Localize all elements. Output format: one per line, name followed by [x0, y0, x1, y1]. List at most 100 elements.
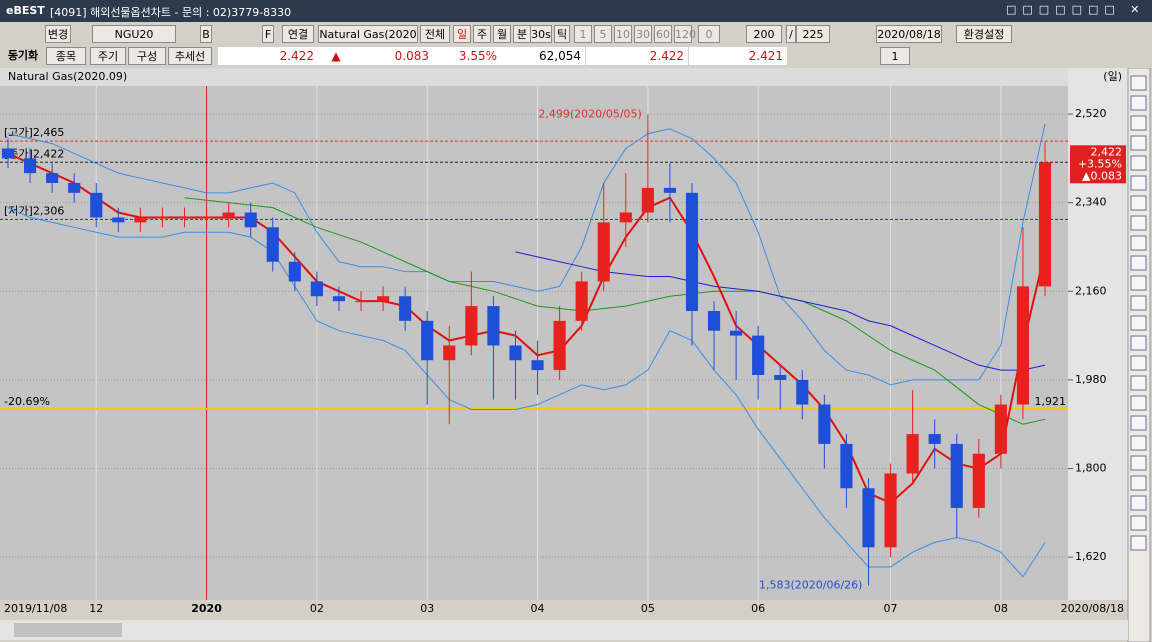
toolbar-button[interactable]: /	[786, 25, 796, 43]
line-series	[184, 197, 1046, 425]
tool-icon[interactable]	[1130, 275, 1147, 291]
toolbar-button[interactable]: 전체	[420, 25, 450, 43]
logo: eBEST	[6, 4, 45, 17]
tool-icon[interactable]	[1130, 355, 1147, 371]
candle-body	[862, 488, 875, 548]
toolbar-button[interactable]: 종목	[46, 47, 86, 65]
candle-body	[421, 320, 434, 361]
candle-body	[884, 473, 897, 548]
quote-price: 2.422	[218, 47, 318, 65]
toolbar-button[interactable]: B	[200, 25, 212, 43]
candle-body	[972, 453, 985, 508]
toolbar-button[interactable]: 1	[574, 25, 592, 43]
window-title: [4091] 해외선물옵션차트 - 문의 : 02)3779-8330	[50, 6, 292, 19]
toolbar-button[interactable]: 2020/08/18	[876, 25, 942, 43]
badge-text: ▲0.083	[1082, 169, 1122, 182]
tool-icon[interactable]	[1130, 335, 1147, 351]
toolbar-button[interactable]: 0	[698, 25, 720, 43]
tool-icon[interactable]	[1130, 415, 1147, 431]
candle-body	[310, 281, 323, 297]
toolbar-button[interactable]: 연결	[282, 25, 314, 43]
candle-body	[399, 296, 412, 321]
toolbar-button[interactable]: Natural Gas(2020	[318, 25, 418, 43]
candle-body	[575, 281, 588, 321]
toolbar-button[interactable]: 동기화	[7, 49, 39, 62]
tool-icon[interactable]	[1130, 235, 1147, 251]
tool-icon[interactable]	[1130, 255, 1147, 271]
level-label: [저가]2,306	[4, 204, 64, 217]
y-tick-label: 2,520	[1075, 107, 1107, 120]
toolbar-button[interactable]: NGU20	[92, 25, 176, 43]
candle-body	[377, 296, 390, 302]
toolbar-button[interactable]: 구성	[128, 47, 166, 65]
toolbar-button[interactable]: 추세선	[168, 47, 212, 65]
candle-body	[597, 222, 610, 282]
candle-body	[663, 187, 676, 193]
toolbar-button[interactable]: 분	[513, 25, 531, 43]
tool-icon[interactable]	[1130, 395, 1147, 411]
candle-body	[288, 261, 301, 282]
title-bar: eBEST [4091] 해외선물옵션차트 - 문의 : 02)3779-833…	[0, 0, 1152, 22]
tool-icon[interactable]	[1130, 315, 1147, 331]
toolbar-button[interactable]: 주	[473, 25, 491, 43]
candle-body	[443, 345, 456, 361]
candle-body	[244, 212, 257, 228]
candle-body	[465, 306, 478, 346]
scroll-thumb[interactable]	[14, 623, 122, 637]
toolbar-button[interactable]: 5	[594, 25, 612, 43]
y-tick-label: 1,980	[1075, 373, 1107, 386]
tool-icon[interactable]	[1130, 375, 1147, 391]
y-tick-label: 1,800	[1075, 462, 1107, 475]
tool-icon[interactable]	[1130, 215, 1147, 231]
toolbar-button[interactable]: 120	[674, 25, 696, 43]
tool-icon[interactable]	[1130, 135, 1147, 151]
x-tick-label: 03	[420, 602, 434, 615]
level-label: [종가]2,422	[4, 147, 64, 160]
toolbar-button[interactable]: 월	[493, 25, 511, 43]
chart-header	[0, 68, 1068, 86]
toolbar-button[interactable]: 10	[614, 25, 632, 43]
tool-icon[interactable]	[1130, 535, 1147, 551]
candle-body	[950, 443, 963, 508]
x-tick-label: 04	[531, 602, 545, 615]
toolbar-button[interactable]: 환경설정	[956, 25, 1012, 43]
tool-icon[interactable]	[1130, 155, 1147, 171]
scrollbar[interactable]	[0, 620, 1128, 640]
x-tick-label: 08	[994, 602, 1008, 615]
x-tick-label: 2019/11/08	[4, 602, 67, 615]
tool-icon[interactable]	[1130, 295, 1147, 311]
line-series	[7, 123, 1046, 386]
tool-icon[interactable]	[1130, 455, 1147, 471]
toolbar-button[interactable]: 변경	[45, 25, 71, 43]
window-controls[interactable]: □□□□□□□ ✕	[1006, 3, 1146, 16]
toolbar-button[interactable]: 225	[796, 25, 830, 43]
tool-icon[interactable]	[1130, 195, 1147, 211]
tool-icon[interactable]	[1130, 495, 1147, 511]
candle-body	[730, 330, 743, 336]
tool-icon[interactable]	[1130, 115, 1147, 131]
toolbar-button[interactable]: 30s	[530, 25, 552, 43]
candle-body	[90, 192, 103, 218]
annotation: 2,499(2020/05/05)	[538, 107, 641, 120]
tool-icon[interactable]	[1130, 435, 1147, 451]
candle-body	[641, 187, 654, 213]
toolbar-button[interactable]: 일	[453, 25, 471, 43]
quote-percent: 3.55%	[433, 47, 501, 65]
toolbar-button[interactable]: 60	[654, 25, 672, 43]
toolbar-button[interactable]: F	[262, 25, 274, 43]
tool-icon[interactable]	[1130, 95, 1147, 111]
tool-icon[interactable]	[1130, 475, 1147, 491]
tool-icon[interactable]	[1130, 515, 1147, 531]
annotation: 1,583(2020/06/26)	[759, 578, 862, 591]
toolbar-button[interactable]: 주기	[90, 47, 126, 65]
toolbar-button[interactable]: 30	[634, 25, 652, 43]
toolbar-button[interactable]: 200	[746, 25, 782, 43]
y-tick-label: 1,620	[1075, 550, 1107, 563]
x-tick-label: 2020/08/18	[1061, 602, 1124, 615]
toolbar-button[interactable]: 틱	[554, 25, 570, 43]
drawing-tools[interactable]	[1127, 68, 1151, 642]
tool-icon[interactable]	[1130, 75, 1147, 91]
candle-body	[1038, 162, 1052, 287]
toolbar-button[interactable]: 1	[880, 47, 910, 65]
tool-icon[interactable]	[1130, 175, 1147, 191]
